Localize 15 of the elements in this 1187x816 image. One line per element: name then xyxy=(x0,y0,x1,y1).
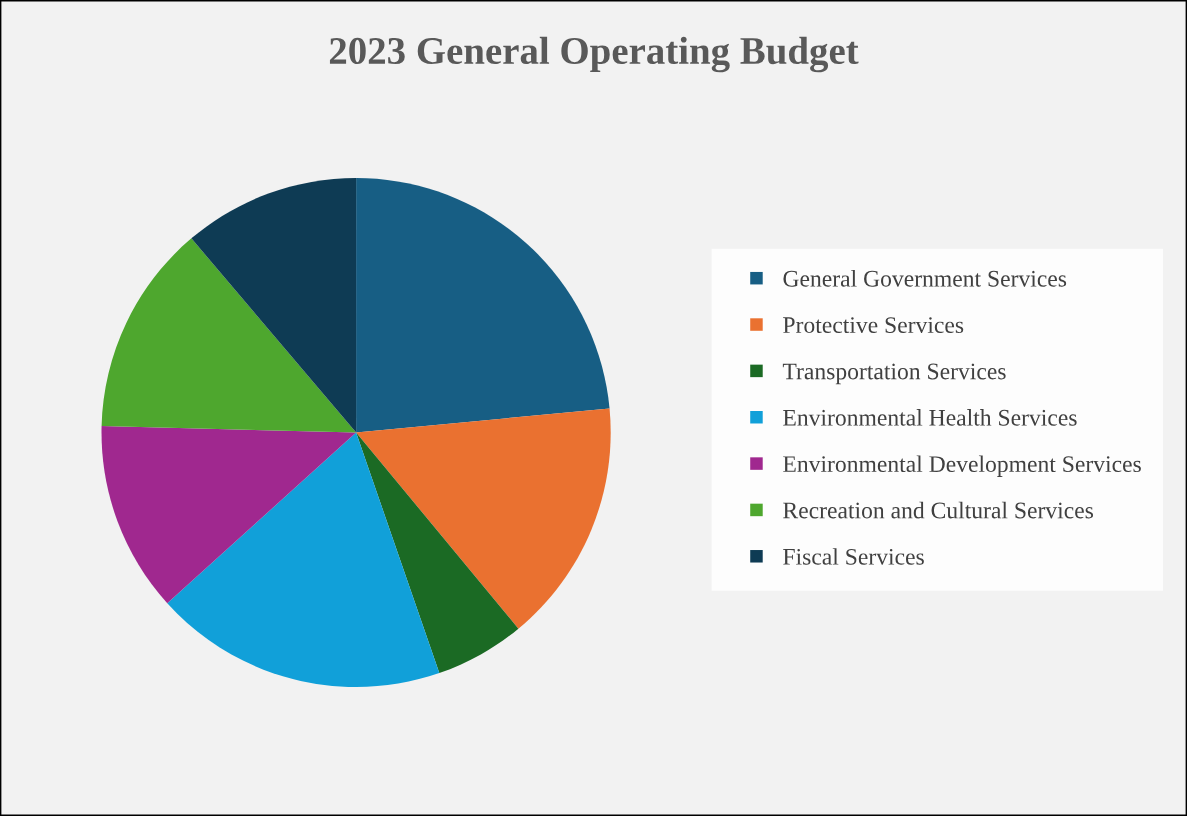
legend-label: General Government Services xyxy=(783,270,1067,287)
legend-label: Environmental Development Services xyxy=(783,455,1141,477)
pie-slice xyxy=(191,177,357,433)
legend-label: Protective Services xyxy=(783,317,964,334)
legend-label: Environmental Health Services xyxy=(783,409,1077,426)
chart-title: 2023 General Operating Budget xyxy=(329,36,859,73)
legend-label: Recreation and Cultural Services xyxy=(783,501,1094,519)
pie-slice xyxy=(101,238,357,433)
legend-label: Transportation Services xyxy=(782,363,1006,385)
pie-slice xyxy=(101,426,357,604)
pie-slice xyxy=(167,432,440,688)
legend-label: Fiscal Services xyxy=(783,548,924,565)
pie-slice xyxy=(356,177,610,433)
pie-slice xyxy=(356,408,611,629)
pie-slice xyxy=(356,432,519,674)
